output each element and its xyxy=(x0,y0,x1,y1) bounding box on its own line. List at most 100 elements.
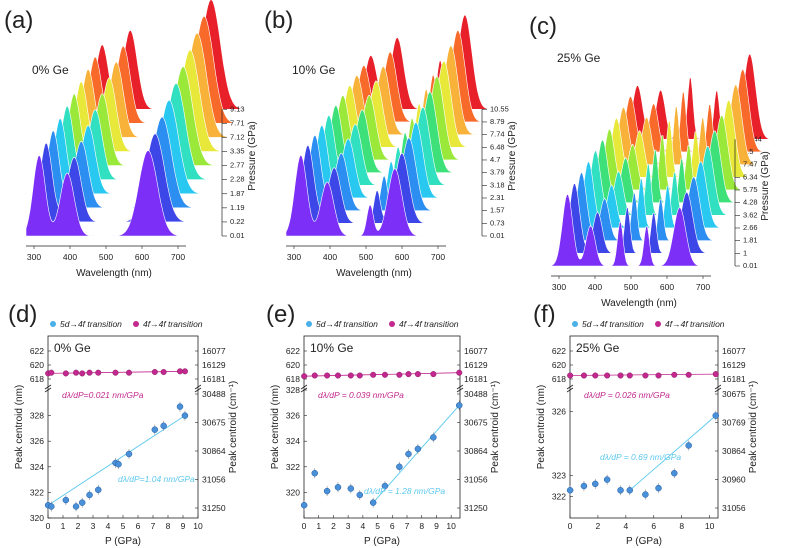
data-point-5d xyxy=(566,487,574,494)
y-tick-label-right: 31056 xyxy=(722,503,746,513)
x-tick-label: 0 xyxy=(46,521,51,531)
y-tick-label-right: 16181 xyxy=(202,374,226,384)
y-axis-title-right: Peak centroid (cm⁻¹) xyxy=(228,381,239,474)
data-point-5d xyxy=(430,434,437,441)
x-tick-label: 5 xyxy=(375,521,380,531)
x-tick-label: 4 xyxy=(106,521,111,531)
data-point-5d xyxy=(160,422,167,430)
pressure-label: 0.01 xyxy=(490,231,505,240)
panel-label: (a) xyxy=(4,7,33,34)
pressure-label: 7.47 xyxy=(743,160,758,169)
y-tick-label-right: 31250 xyxy=(464,503,488,513)
y-tick-label-right: 30864 xyxy=(202,446,226,456)
pressure-label: 3.18 xyxy=(490,180,505,189)
x-tick-label: 500 xyxy=(99,252,113,262)
data-point-5d xyxy=(603,476,611,483)
x-tick-label: 9 xyxy=(181,521,186,531)
x-tick-label: 6 xyxy=(136,521,141,531)
y-tick-label: 326 xyxy=(30,436,44,446)
panel-label: (f) xyxy=(533,301,556,328)
panel-title: 25% Ge xyxy=(576,341,620,355)
data-point-4f xyxy=(626,372,633,379)
pressure-label: 3.79 xyxy=(490,168,505,177)
data-point-5d xyxy=(86,491,93,499)
pressure-label: 1.81 xyxy=(743,236,758,245)
y-tick-label: 324 xyxy=(30,462,44,472)
x-tick-label: 500 xyxy=(624,282,638,292)
data-point-5d xyxy=(592,480,599,488)
fit-line-5d xyxy=(629,415,717,491)
data-point-5d xyxy=(347,485,355,492)
data-point-4f xyxy=(655,372,662,379)
y-tick-label-right: 30864 xyxy=(722,446,746,456)
pressure-label: 7.74 xyxy=(490,130,505,139)
axis-break xyxy=(456,384,464,390)
data-point-5d xyxy=(48,503,55,510)
legend-marker-4f xyxy=(133,321,139,327)
x-tick-label: 1 xyxy=(316,521,321,531)
annotation-4f: dλ/dP = 0.026 nm/GPa xyxy=(584,390,670,400)
panel-label: (d) xyxy=(8,301,37,328)
x-tick-label: 8 xyxy=(419,521,424,531)
x-tick-label: 400 xyxy=(63,252,77,262)
data-point-4f xyxy=(671,371,678,378)
y-tick-label: 622 xyxy=(552,346,566,356)
data-point-5d xyxy=(62,496,70,504)
x-axis-title: P (GPa) xyxy=(626,536,662,547)
pressure-label: 0.22 xyxy=(230,217,245,226)
x-tick-label: 10 xyxy=(446,521,456,531)
data-point-5d xyxy=(181,412,189,419)
pressure-axis-title: Pressure (GPa) xyxy=(760,151,771,220)
legend-label: 4f→4f transition xyxy=(143,319,203,329)
y-tick-label: 620 xyxy=(286,360,300,370)
x-tick-label: 3 xyxy=(346,521,351,531)
pressure-label: 8.79 xyxy=(490,117,505,126)
plot-frame xyxy=(303,335,461,519)
x-tick-label: 700 xyxy=(696,282,710,292)
data-point-5d xyxy=(151,426,159,433)
y-tick-label: 622 xyxy=(286,346,300,356)
spectrum-trace xyxy=(550,194,710,267)
data-point-4f xyxy=(301,373,308,380)
y-tick-label-right: 30864 xyxy=(464,446,488,456)
data-point-5d xyxy=(712,412,720,419)
data-point-4f xyxy=(79,370,86,377)
spectrum-trace xyxy=(557,183,717,254)
data-point-5d xyxy=(115,460,122,468)
y-tick-label: 618 xyxy=(552,374,566,384)
legend-label: 5d→4f transition xyxy=(316,319,378,329)
pressure-label: 0.01 xyxy=(230,231,245,240)
data-point-5d xyxy=(456,402,463,409)
data-point-5d xyxy=(396,463,403,471)
data-point-5d xyxy=(334,484,342,491)
y-tick-label-right: 16181 xyxy=(464,374,488,384)
y-tick-label: 322 xyxy=(30,487,44,497)
plot-frame xyxy=(569,335,719,519)
y-tick-label-right: 16077 xyxy=(464,346,488,356)
y-tick-label-right: 16181 xyxy=(722,374,746,384)
y-axis-title: Peak centroid (nm) xyxy=(14,385,25,469)
y-axis-title: Peak centroid (nm) xyxy=(536,385,547,469)
y-tick-label: 326 xyxy=(552,406,566,416)
data-point-4f xyxy=(580,372,587,379)
data-point-4f xyxy=(324,372,331,379)
y-tick-label-right: 16077 xyxy=(722,346,746,356)
x-tick-label: 500 xyxy=(359,252,373,262)
data-point-4f xyxy=(430,371,437,378)
data-point-4f xyxy=(86,369,93,376)
legend-label: 5d→4f transition xyxy=(582,319,644,329)
data-point-4f xyxy=(370,371,377,378)
pressure-label: 3.35 xyxy=(230,147,245,156)
y-tick-label: 323 xyxy=(552,470,566,480)
data-point-5d xyxy=(311,469,318,477)
y-tick-label-right: 31056 xyxy=(464,475,488,485)
data-point-4f xyxy=(334,372,341,379)
data-point-4f xyxy=(567,372,574,379)
data-point-5d xyxy=(671,469,678,477)
data-point-5d xyxy=(685,442,692,449)
x-tick-label: 700 xyxy=(171,252,185,262)
pressure-label: 1.57 xyxy=(490,206,505,215)
spectrum-trace xyxy=(25,150,185,237)
data-point-5d xyxy=(176,403,184,410)
data-point-5d xyxy=(381,482,389,490)
